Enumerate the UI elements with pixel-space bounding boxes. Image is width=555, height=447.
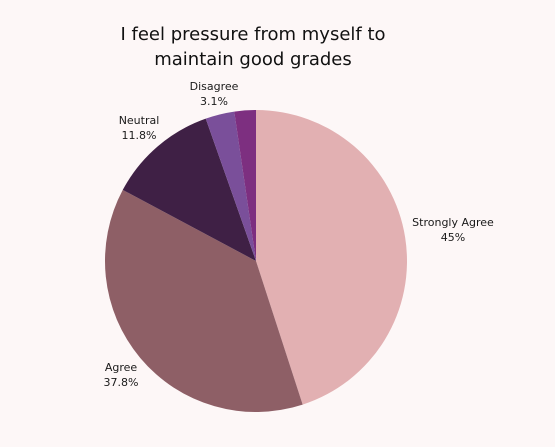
chart-title-line-1: I feel pressure from myself to <box>120 24 385 45</box>
pie-slice-disagree <box>205 111 256 261</box>
pie-slice-agree <box>104 189 303 413</box>
pie-slice-unlabeled <box>234 110 256 261</box>
chart-title-line-2: maintain good grades <box>154 49 352 70</box>
pie-slice-neutral <box>122 118 257 261</box>
slice-value-label: 37.8% <box>104 376 139 389</box>
slice-value-label: 3.1% <box>200 95 228 108</box>
slice-labels: Strongly Agree 45% Agree 37.8% Neutral 11.8% D… <box>104 80 495 389</box>
slice-value-label: 45% <box>441 231 465 244</box>
pie-slice-strongly-agree <box>256 110 407 405</box>
slice-value-label: 11.8% <box>122 129 157 142</box>
slice-label: Neutral <box>119 114 160 127</box>
slice-label: Disagree <box>190 80 239 93</box>
pie-slices <box>104 110 407 413</box>
slice-label: Agree <box>105 361 138 374</box>
slice-label: Strongly Agree <box>412 216 494 229</box>
